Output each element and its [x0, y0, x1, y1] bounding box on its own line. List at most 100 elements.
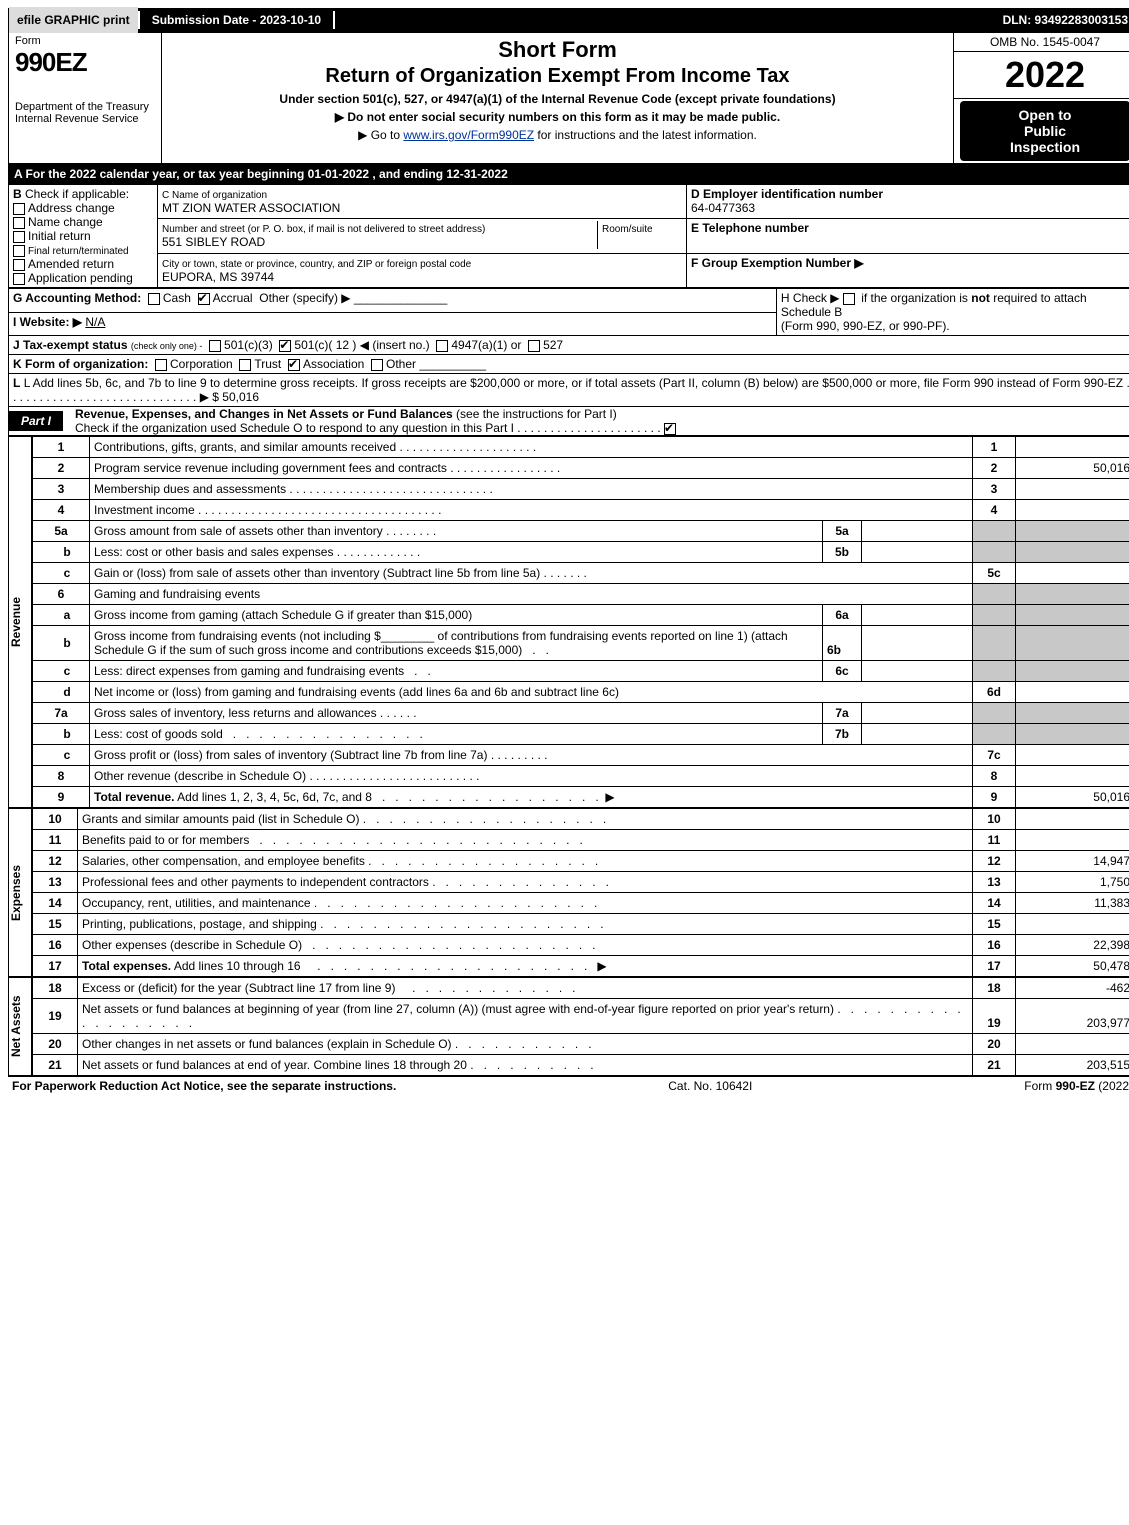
netassets-table: 18Excess or (deficit) for the year (Subt… [32, 977, 1129, 1076]
final-return-checkbox[interactable] [13, 245, 25, 257]
line-5c-amount [1016, 563, 1129, 584]
line-9-text: Total revenue. Add lines 1, 2, 3, 4, 5c,… [90, 787, 973, 808]
line-16-text: Other expenses (describe in Schedule O) … [78, 935, 973, 956]
section-a-bar: A For the 2022 calendar year, or tax yea… [8, 164, 1129, 184]
line-19-amount: 203,977 [1016, 999, 1129, 1034]
line-18-text: Excess or (deficit) for the year (Subtra… [78, 978, 973, 999]
part-i-title: Revenue, Expenses, and Changes in Net As… [75, 407, 453, 421]
4947a1-checkbox[interactable] [436, 340, 448, 352]
city-value: EUPORA, MS 39744 [162, 270, 274, 284]
line-13-text: Professional fees and other payments to … [78, 872, 973, 893]
submission-date-label: Submission Date - 2023-10-10 [138, 11, 335, 29]
expenses-side-label: Expenses [8, 808, 32, 977]
line-12-amount: 14,947 [1016, 851, 1129, 872]
city-label: City or town, state or province, country… [162, 259, 471, 270]
address-value: 551 SIBLEY ROAD [162, 235, 265, 249]
501c3-checkbox[interactable] [209, 340, 221, 352]
line-15-amount [1016, 914, 1129, 935]
initial-return-checkbox[interactable] [13, 231, 25, 243]
amended-return-checkbox[interactable] [13, 259, 25, 271]
line-9-amount: 50,016 [1016, 787, 1129, 808]
website-value: N/A [85, 315, 105, 329]
address-change-label: Address change [28, 201, 115, 215]
line-5a-text: Gross amount from sale of assets other t… [90, 521, 973, 542]
revenue-table: 1Contributions, gifts, grants, and simil… [32, 436, 1129, 808]
section-b-label: B [13, 187, 22, 201]
501c-label: 501(c)( 12 ) ◀ (insert no.) [294, 338, 429, 352]
under-section-text: Under section 501(c), 527, or 4947(a)(1)… [168, 92, 947, 106]
line-17-amount: 50,478 [1016, 956, 1129, 977]
c-name-label: C Name of organization [162, 190, 267, 201]
application-pending-label: Application pending [28, 271, 133, 285]
title-return: Return of Organization Exempt From Incom… [168, 65, 947, 88]
j-checkonly-label: (check only one) - [131, 341, 203, 351]
line-1-amount [1016, 437, 1129, 458]
open-to-public-badge: Open to Public Inspection [960, 101, 1129, 161]
line-4-text: Investment income . . . . . . . . . . . … [90, 500, 973, 521]
dept-treasury: Department of the Treasury [15, 101, 155, 113]
part-i-tag: Part I [9, 411, 63, 431]
ghijkl-block: G Accounting Method: Cash Accrual Other … [8, 288, 1129, 407]
line-7c-text: Gross profit or (loss) from sales of inv… [90, 745, 973, 766]
title-short-form: Short Form [168, 37, 947, 63]
line-4-amount [1016, 500, 1129, 521]
assoc-label: Association [303, 357, 364, 371]
revenue-side-label: Revenue [8, 436, 32, 808]
line-7c-amount [1016, 745, 1129, 766]
expenses-table: 10Grants and similar amounts paid (list … [32, 808, 1129, 977]
part-i-header: Part I Revenue, Expenses, and Changes in… [8, 407, 1129, 436]
line-6d-amount [1016, 682, 1129, 703]
corp-checkbox[interactable] [155, 359, 167, 371]
footer-right: Form 990-EZ (2022) [1024, 1079, 1129, 1093]
other-specify-label: Other (specify) ▶ [259, 291, 350, 305]
final-return-label: Final return/terminated [28, 246, 129, 257]
line-3-amount [1016, 479, 1129, 500]
h-forms-text: (Form 990, 990-EZ, or 990-PF). [781, 319, 950, 333]
dln-label: DLN: 93492283003153 [995, 11, 1129, 29]
line-3-text: Membership dues and assessments . . . . … [90, 479, 973, 500]
application-pending-checkbox[interactable] [13, 273, 25, 285]
trust-label: Trust [254, 357, 281, 371]
form-number: 990EZ [15, 47, 155, 78]
line-6a-text: Gross income from gaming (attach Schedul… [90, 605, 973, 626]
trust-checkbox[interactable] [239, 359, 251, 371]
line-8-amount [1016, 766, 1129, 787]
line-7b-text: Less: cost of goods sold . . . . . . . .… [90, 724, 973, 745]
efile-print-label[interactable]: efile GRAPHIC print [9, 7, 138, 33]
check-if-applicable-label: Check if applicable: [25, 187, 129, 201]
line-21-text: Net assets or fund balances at end of ye… [78, 1055, 973, 1076]
irs-link[interactable]: www.irs.gov/Form990EZ [403, 128, 534, 142]
line-10-amount [1016, 809, 1129, 830]
g-accounting-label: G Accounting Method: [13, 291, 141, 305]
line-11-amount [1016, 830, 1129, 851]
line-8-text: Other revenue (describe in Schedule O) .… [90, 766, 973, 787]
line-14-amount: 11,383 [1016, 893, 1129, 914]
line-6d-text: Net income or (loss) from gaming and fun… [90, 682, 973, 703]
omb-number: OMB No. 1545-0047 [954, 33, 1129, 52]
k-form-org-label: K Form of organization: [13, 357, 148, 371]
ein-value: 64-0477363 [691, 201, 755, 215]
527-label: 527 [543, 338, 563, 352]
line-13-amount: 1,750 [1016, 872, 1129, 893]
line-16-amount: 22,398 [1016, 935, 1129, 956]
assoc-checkbox[interactable] [288, 359, 300, 371]
line-5b-text: Less: cost or other basis and sales expe… [90, 542, 973, 563]
h-check-label: H Check ▶ [781, 291, 840, 305]
l-gross-receipts-text: L Add lines 5b, 6c, and 7b to line 9 to … [24, 376, 1123, 390]
footer-left: For Paperwork Reduction Act Notice, see … [12, 1079, 396, 1093]
org-info-block: B Check if applicable: Address change Na… [8, 184, 1129, 288]
accrual-checkbox[interactable] [198, 293, 210, 305]
cash-checkbox[interactable] [148, 293, 160, 305]
501c3-label: 501(c)(3) [224, 338, 273, 352]
h-checkbox[interactable] [843, 293, 855, 305]
other-org-checkbox[interactable] [371, 359, 383, 371]
501c-checkbox[interactable] [279, 340, 291, 352]
line-20-amount [1016, 1034, 1129, 1055]
527-checkbox[interactable] [528, 340, 540, 352]
schedule-o-checkbox[interactable] [664, 423, 676, 435]
address-change-checkbox[interactable] [13, 203, 25, 215]
line-6b-text: Gross income from fundraising events (no… [90, 626, 973, 661]
name-change-checkbox[interactable] [13, 217, 25, 229]
f-group-exemption-label: F Group Exemption Number ▶ [691, 256, 864, 270]
j-tax-exempt-label: J Tax-exempt status [13, 338, 128, 352]
